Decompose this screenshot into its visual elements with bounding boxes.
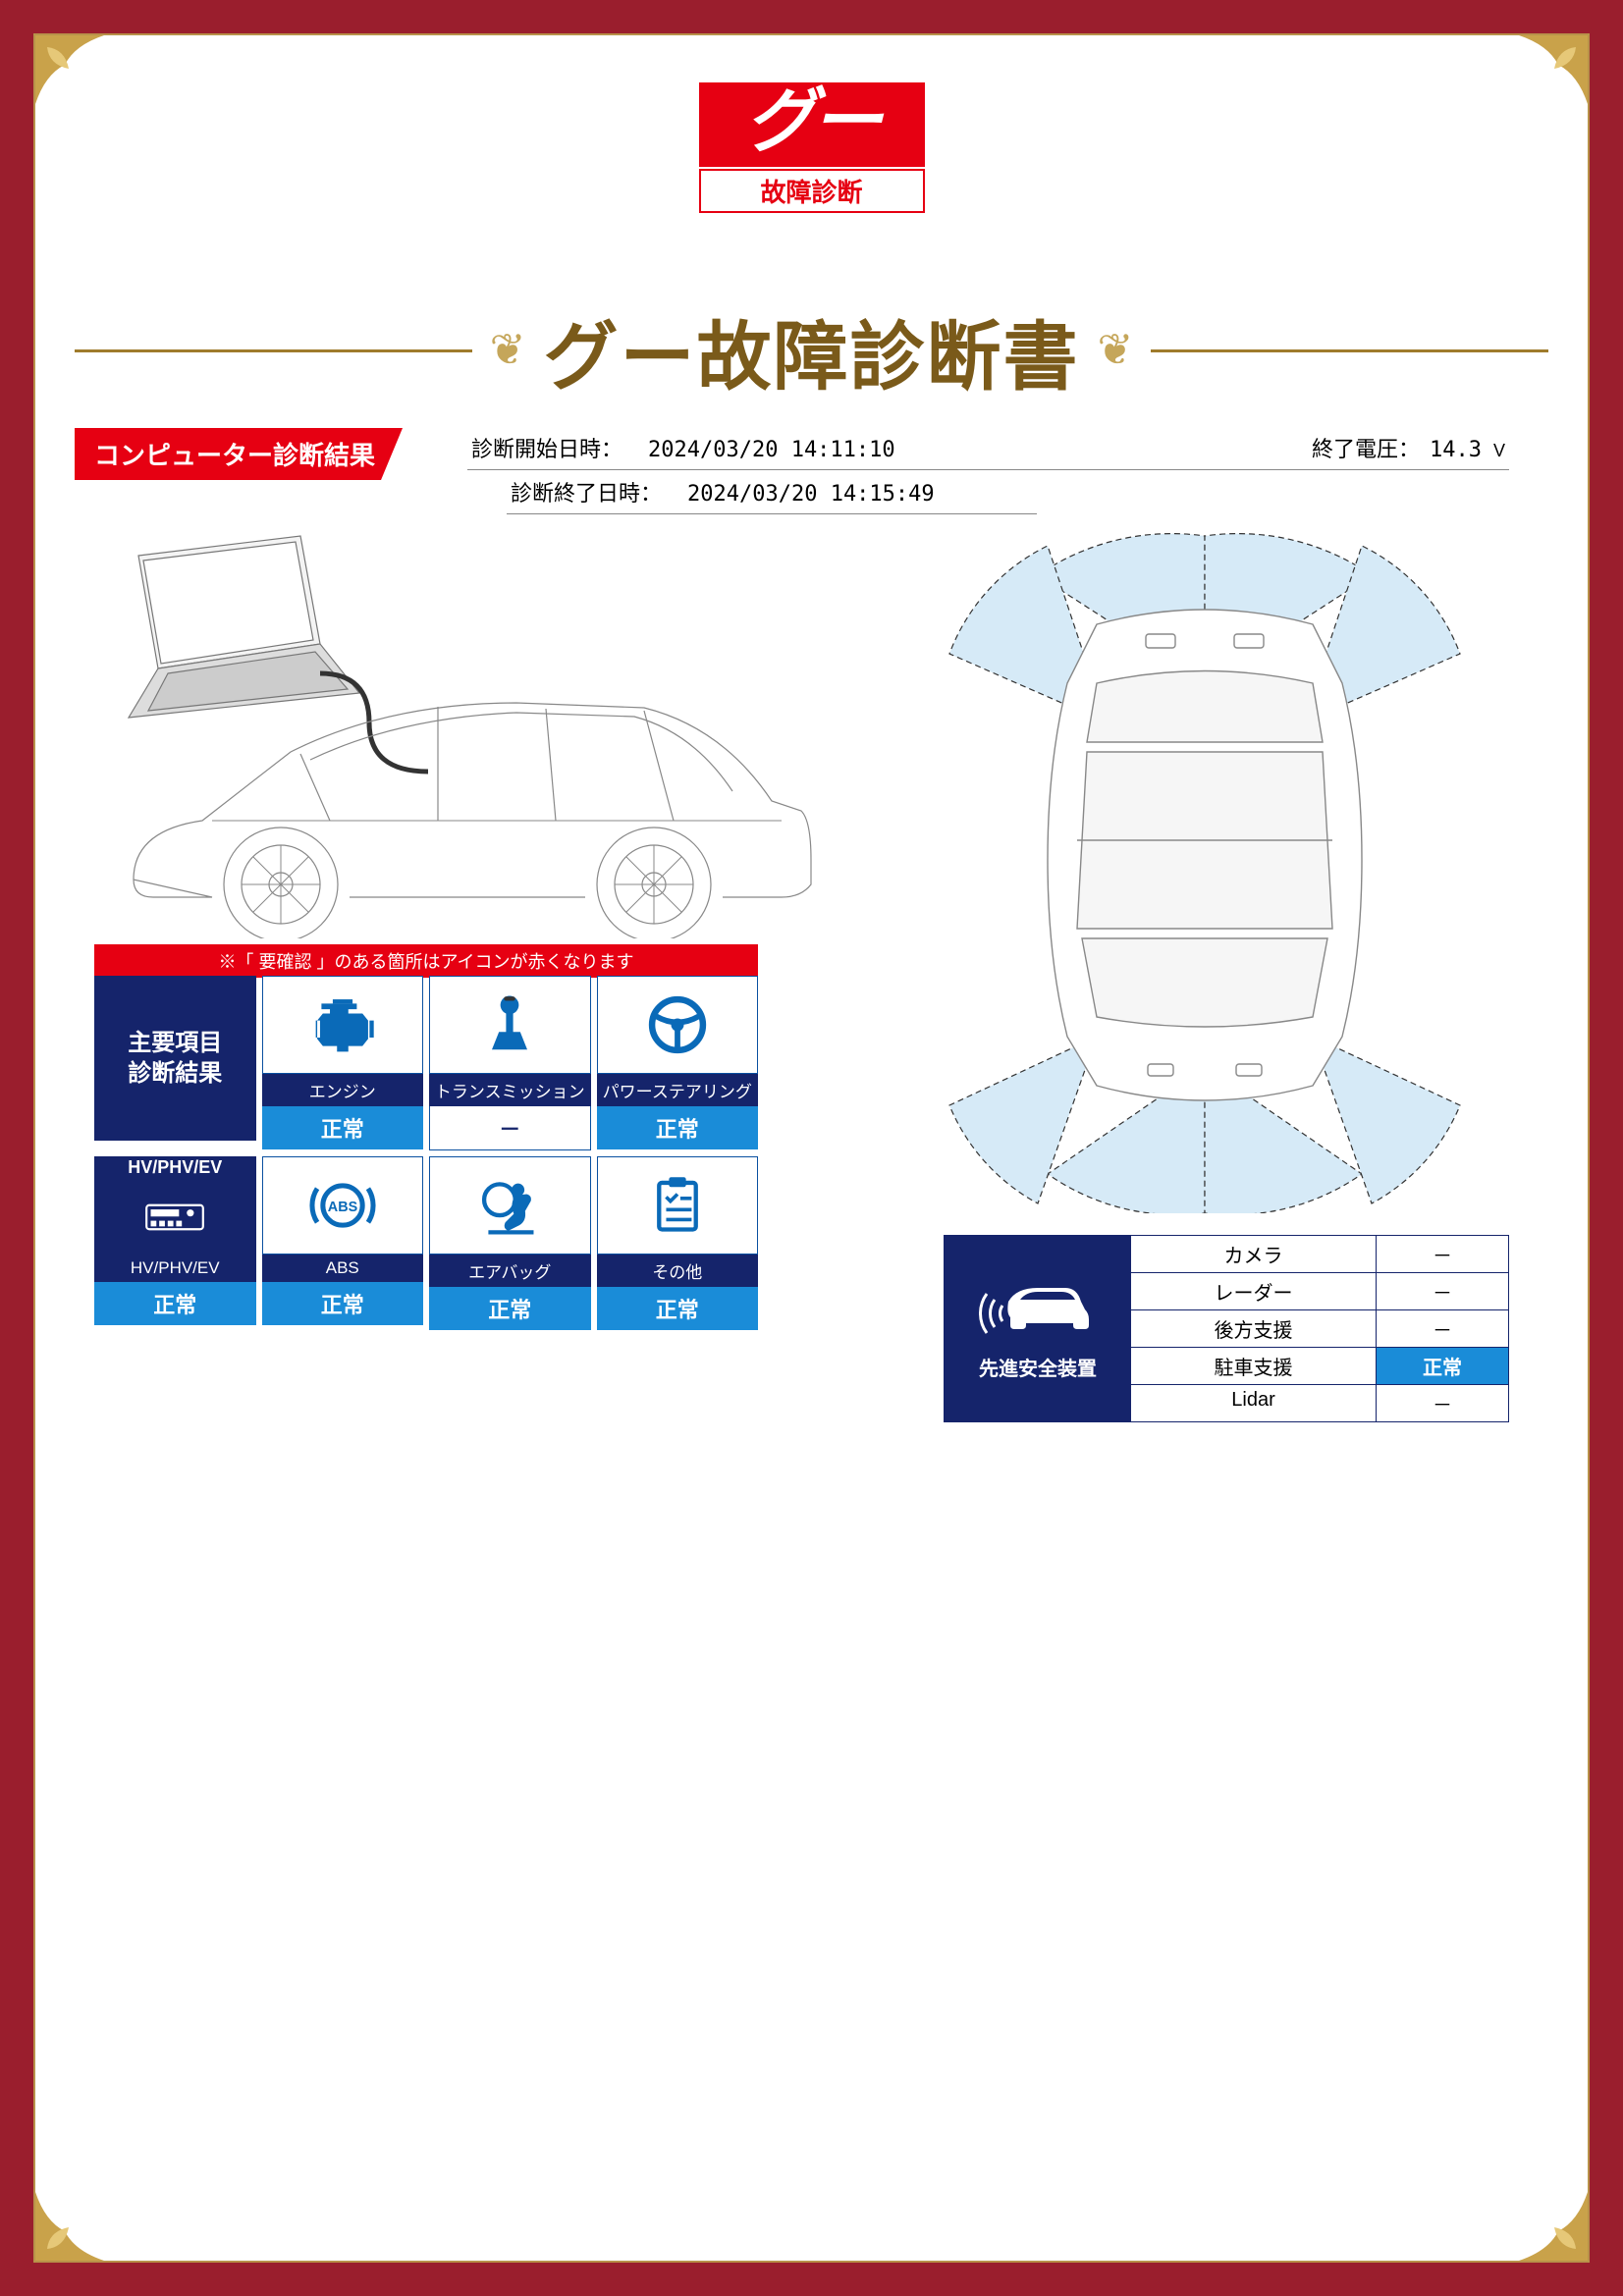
logo-text: グー bbox=[699, 82, 925, 167]
safety-value: 正常 bbox=[1377, 1348, 1508, 1385]
diag-cell-abs: ABS ABS 正常 bbox=[262, 1156, 424, 1330]
safety-equipment-table: 先進安全装置 カメラ － レーダー － 後方支援 － 駐車支援 正常 Lidar… bbox=[944, 1235, 1509, 1422]
title-rule bbox=[75, 349, 472, 352]
safety-label: レーダー bbox=[1131, 1273, 1377, 1310]
diag-status: － bbox=[429, 1106, 591, 1150]
diag-cell-transmission: トランスミッション － bbox=[429, 976, 591, 1150]
engine-icon bbox=[262, 976, 424, 1074]
safety-label: 駐車支援 bbox=[1131, 1348, 1377, 1385]
document-title: グー故障診断書 bbox=[544, 296, 1080, 404]
safety-title: 先進安全装置 bbox=[979, 1347, 1097, 1387]
diagnosis-note: ※「 要確認 」のある箇所はアイコンが赤くなります bbox=[94, 944, 758, 978]
transmission-icon bbox=[429, 976, 591, 1074]
safety-header-cell: 先進安全装置 bbox=[945, 1236, 1131, 1421]
main-header-cell: 主要項目 診断結果 bbox=[94, 976, 256, 1150]
safety-value: － bbox=[1377, 1385, 1508, 1421]
document-frame: グー 故障診断 ❦ グー故障診断書 ❦ コンピューター診断結果 診断開始日時： … bbox=[0, 0, 1623, 2296]
vehicle-top-diagram bbox=[900, 507, 1509, 1213]
clipboard-icon bbox=[597, 1156, 759, 1255]
steering-icon bbox=[597, 976, 759, 1074]
voltage-value: 14.3 bbox=[1430, 438, 1482, 462]
abs-icon: ABS bbox=[262, 1156, 424, 1255]
logo: グー 故障診断 bbox=[699, 82, 925, 213]
svg-text:ABS: ABS bbox=[328, 1200, 358, 1215]
section-header: コンピューター診断結果 bbox=[75, 428, 403, 480]
voltage-unit: V bbox=[1493, 441, 1505, 461]
flourish-icon: ❦ bbox=[490, 329, 526, 372]
end-time-value: 2024/03/20 14:15:49 bbox=[687, 482, 935, 507]
diag-status: 正常 bbox=[429, 1287, 591, 1330]
diag-status: 正常 bbox=[597, 1287, 759, 1330]
diag-label: エアバッグ bbox=[429, 1255, 591, 1287]
car-sensor-icon bbox=[979, 1270, 1097, 1339]
diag-label: その他 bbox=[597, 1255, 759, 1287]
safety-label: カメラ bbox=[1131, 1236, 1377, 1273]
airbag-icon bbox=[429, 1156, 591, 1255]
safety-value: － bbox=[1377, 1273, 1508, 1310]
diag-status: 正常 bbox=[597, 1106, 759, 1149]
diag-cell-other: その他 正常 bbox=[597, 1156, 759, 1330]
hv-text: HV/PHV/EV bbox=[128, 1158, 222, 1178]
main-header: 主要項目 診断結果 bbox=[94, 976, 256, 1141]
corner-ornament bbox=[1519, 35, 1588, 104]
diag-status: 正常 bbox=[94, 1282, 256, 1325]
diag-cell-hv: HV/PHV/EV HV/PHV/EV 正常 bbox=[94, 1156, 256, 1330]
flourish-icon: ❦ bbox=[1098, 329, 1134, 372]
page: グー 故障診断 ❦ グー故障診断書 ❦ コンピューター診断結果 診断開始日時： … bbox=[33, 33, 1590, 2263]
diag-cell-steering: パワーステアリング 正常 bbox=[597, 976, 759, 1150]
diag-label: パワーステアリング bbox=[597, 1074, 759, 1106]
title-rule bbox=[1151, 349, 1548, 352]
diag-cell-airbag: エアバッグ 正常 bbox=[429, 1156, 591, 1330]
diagnosis-grid: 主要項目 診断結果 エンジン 正常 トランスミッション － パ bbox=[94, 976, 758, 1330]
diag-label: HV/PHV/EV bbox=[94, 1255, 256, 1282]
start-time-label: 診断開始日時： bbox=[471, 432, 638, 463]
end-time-label: 診断終了日時： bbox=[511, 476, 677, 507]
safety-label: 後方支援 bbox=[1131, 1310, 1377, 1348]
hv-icon: HV/PHV/EV bbox=[94, 1156, 256, 1255]
corner-ornament bbox=[35, 35, 104, 104]
corner-ornament bbox=[35, 2192, 104, 2261]
safety-label: Lidar bbox=[1131, 1385, 1377, 1421]
corner-ornament bbox=[1519, 2192, 1588, 2261]
vehicle-side-diagram bbox=[94, 526, 821, 938]
diag-status: 正常 bbox=[262, 1282, 424, 1325]
meta-info: 診断開始日時： 2024/03/20 14:11:10 終了電圧： 14.3 V… bbox=[467, 426, 1509, 514]
safety-value: － bbox=[1377, 1310, 1508, 1348]
meta-row-start: 診断開始日時： 2024/03/20 14:11:10 終了電圧： 14.3 V bbox=[467, 426, 1509, 470]
voltage-label: 終了電圧： bbox=[1312, 432, 1420, 463]
title-row: ❦ グー故障診断書 ❦ bbox=[35, 296, 1588, 404]
start-time-value: 2024/03/20 14:11:10 bbox=[648, 438, 895, 462]
diag-label: エンジン bbox=[262, 1074, 424, 1106]
diag-label: ABS bbox=[262, 1255, 424, 1282]
logo-subtitle: 故障診断 bbox=[699, 169, 925, 213]
diag-status: 正常 bbox=[262, 1106, 424, 1149]
safety-value: － bbox=[1377, 1236, 1508, 1273]
diag-cell-engine: エンジン 正常 bbox=[262, 976, 424, 1150]
diag-label: トランスミッション bbox=[429, 1074, 591, 1106]
